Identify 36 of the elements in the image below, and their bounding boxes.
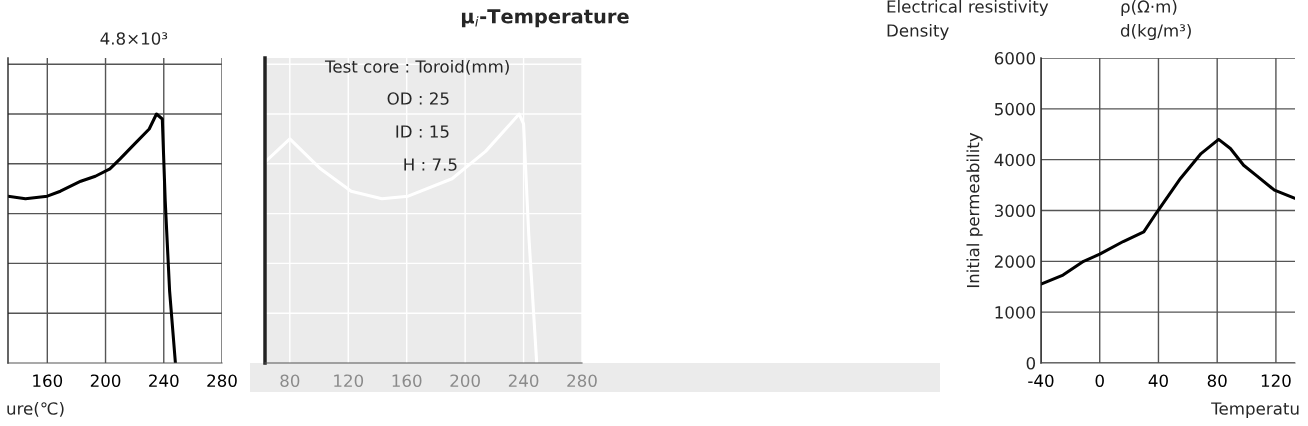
x-tick-label: 280 [207,374,237,388]
y-tick-label: 4000 [994,153,1036,167]
x-tick-label: 120 [1261,374,1291,388]
x-tick-label: 240 [508,374,539,388]
x-tick-label: 160 [33,374,63,388]
y-tick-label: 1000 [995,306,1036,319]
annotation: ID : 15 [396,125,449,138]
x-tick-label: 200 [90,374,121,388]
x-tick-label: 200 [450,374,480,388]
annotation: H : 7.5 [404,158,457,171]
x-axis-title: ure(℃) [7,401,64,417]
x-tick-label: 40 [1148,374,1168,388]
text: Test core : Toroid(mm) [324,59,509,75]
text: 4.8×10³ [100,32,168,45]
text: d(kg/m³) [1120,23,1191,41]
text: ρ(Ω·m) [1121,0,1177,17]
y-tick-label: 0 [1026,356,1036,370]
x-tick-label: 80 [1207,374,1227,388]
line-series [1041,137,1295,286]
chart-title: μ$_{i}$-Temperature [461,9,629,28]
text: OD : 25 [387,92,449,105]
x-tick-label: 80 [280,374,300,388]
x-tick-label: 160 [392,374,422,388]
y-tick-label: 2000 [994,255,1036,268]
y-tick-label: 3000 [994,204,1036,218]
x-tick-label: 240 [149,374,179,388]
x-axis-title: Temperatu [1211,402,1299,419]
x-tick-label: 0 [1095,374,1104,388]
x-tick-label: -40 [1028,374,1054,388]
text: Density [887,23,949,41]
text: Electrical resistivity [887,0,1049,17]
x-tick-label: 280 [567,374,597,388]
y-tick-label: 5000 [995,102,1036,116]
y-tick-label: 6000 [994,51,1036,65]
x-tick-label: 120 [334,374,364,388]
y-axis-title: Initial permeability [966,132,983,288]
